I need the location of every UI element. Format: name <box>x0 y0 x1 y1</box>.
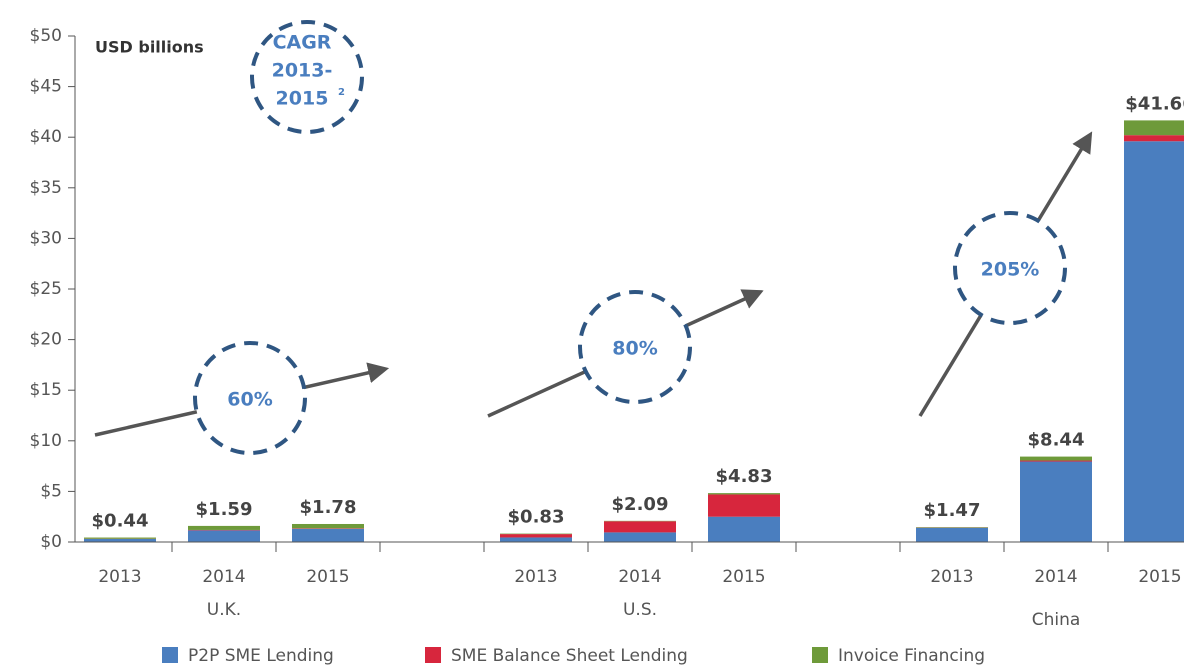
legend-swatch <box>425 647 441 663</box>
group-label: U.K. <box>207 600 241 620</box>
annotation: 2015 <box>276 88 329 110</box>
bar-segment <box>500 533 572 535</box>
bar-segment <box>292 528 364 529</box>
total-label: $8.44 <box>1028 430 1085 451</box>
annotation: 205% <box>981 259 1040 281</box>
cagr-circle <box>953 211 1067 325</box>
bar-segment <box>188 530 260 542</box>
y-tick-label: $0 <box>40 532 62 552</box>
legend-swatch <box>812 647 828 663</box>
bar-segment <box>604 521 676 533</box>
bar-segment <box>500 537 572 542</box>
x-tick-label: 2014 <box>1034 567 1077 587</box>
x-tick-label: 2015 <box>306 567 349 587</box>
y-tick-label: $25 <box>30 279 62 299</box>
bar-segment <box>500 534 572 538</box>
y-tick-label: $5 <box>40 481 62 501</box>
total-label: $4.83 <box>716 466 773 487</box>
y-tick-label: $20 <box>30 330 62 350</box>
total-label: $41.66 <box>1125 93 1184 114</box>
bar-segment <box>1020 460 1092 462</box>
bar-segment <box>604 532 676 542</box>
y-tick-label: $15 <box>30 380 62 400</box>
total-label: $2.09 <box>612 494 669 515</box>
y-tick-label: $45 <box>30 77 62 97</box>
annotation: 80% <box>612 338 657 360</box>
bar-segment <box>292 523 364 529</box>
cagr-circle <box>193 341 307 455</box>
total-label: $1.59 <box>196 499 253 520</box>
y-tick-label: $50 <box>30 26 62 46</box>
annotation: CAGR <box>273 32 332 54</box>
y-tick-label: $10 <box>30 431 62 451</box>
bar-segment <box>708 516 780 542</box>
bar-segment <box>1124 135 1184 142</box>
unit-label: USD billions <box>95 38 204 57</box>
legend-label: Invoice Financing <box>838 646 985 666</box>
x-tick-label: 2014 <box>618 567 661 587</box>
y-tick-label: $35 <box>30 178 62 198</box>
bar-segment <box>292 528 364 542</box>
x-tick-label: 2015 <box>1138 567 1181 587</box>
bar-segment <box>916 527 988 542</box>
bar-segment <box>84 537 156 539</box>
total-label: $0.83 <box>508 507 565 528</box>
annotation: 60% <box>227 389 272 411</box>
group-label: China <box>1032 610 1081 630</box>
bar-segment <box>84 538 156 542</box>
x-tick-label: 2013 <box>514 567 557 587</box>
y-tick-label: $40 <box>30 127 62 147</box>
footnote-mark: 2 <box>338 87 345 98</box>
bar-segment <box>1124 141 1184 543</box>
legend-swatch <box>162 647 178 663</box>
annotation: 2013- <box>272 60 333 82</box>
total-label: $1.78 <box>300 497 357 518</box>
group-label: U.S. <box>623 600 657 620</box>
y-tick-label: $30 <box>30 228 62 248</box>
annotations: USD billions CAGR 2013- 2015 2 60% 80% 2… <box>94 20 1093 455</box>
legend-label: SME Balance Sheet Lending <box>451 646 688 666</box>
bar-segment <box>708 493 780 495</box>
bar-segment <box>708 494 780 517</box>
cagr-circle <box>250 20 364 134</box>
x-tick-label: 2013 <box>930 567 973 587</box>
legend-label: P2P SME Lending <box>188 646 334 666</box>
bar-segment <box>1020 456 1092 461</box>
x-tick-label: 2013 <box>98 567 141 587</box>
bar-segment <box>916 527 988 528</box>
total-label: $1.47 <box>924 500 981 521</box>
x-tick-label: 2014 <box>202 567 245 587</box>
x-tick-label: 2015 <box>722 567 765 587</box>
bar-segment <box>188 525 260 530</box>
cagr-circle <box>578 290 692 404</box>
bar-segment <box>1124 120 1184 136</box>
bar-segment <box>1020 461 1092 542</box>
total-label: $0.44 <box>92 511 149 532</box>
